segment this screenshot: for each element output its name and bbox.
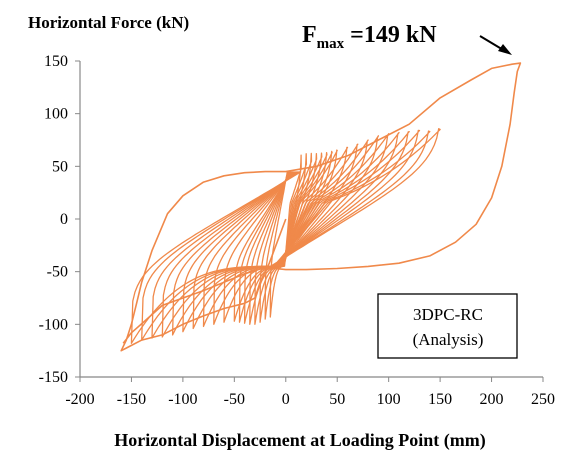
x-tick-label: -50 (224, 391, 245, 408)
x-tick-label: 100 (377, 391, 401, 408)
legend-line-2: (Analysis) (413, 330, 484, 349)
x-tick-label: -200 (65, 391, 94, 408)
fmax-arrow-head (498, 44, 512, 55)
legend-box: 3DPC-RC (Analysis) (377, 293, 518, 359)
svg-text:Fmax =149 kN: Fmax =149 kN (302, 22, 437, 52)
hysteresis-loop (130, 128, 441, 344)
y-tick-label: 0 (60, 211, 68, 228)
x-tick-label: 150 (428, 391, 452, 408)
legend-line-1: 3DPC-RC (413, 305, 483, 324)
x-tick-label: 250 (531, 391, 555, 408)
y-tick-label: 50 (52, 158, 68, 175)
y-tick-label: 100 (44, 106, 68, 123)
x-tick-label: 200 (480, 391, 504, 408)
y-tick-label: 150 (44, 53, 68, 70)
outer-hysteresis-loop (120, 62, 522, 352)
y-axis-title: Horizontal Force (kN) (28, 13, 189, 32)
x-tick-label: 0 (282, 391, 290, 408)
x-tick-label: 50 (329, 391, 345, 408)
x-axis-title: Horizontal Displacement at Loading Point… (114, 430, 485, 451)
axes-layer: -200 -150 -100 -50 0 50 100 150 200 250 -150 -100 -5… (39, 53, 555, 408)
y-tick-label: -50 (47, 264, 68, 281)
fmax-value: =149 kN (344, 22, 437, 48)
y-tick-label: -150 (39, 369, 68, 386)
fmax-subscript: max (317, 36, 345, 52)
legend-frame (377, 293, 518, 359)
text-layer: Horizontal Force (kN) Horizontal Displac… (28, 13, 518, 451)
x-tick-label: -150 (117, 391, 146, 408)
curves-layer (120, 62, 522, 352)
y-tick-label: -100 (39, 316, 68, 333)
fmax-annotation: Fmax =149 kN (302, 22, 512, 55)
x-tick-label: -100 (168, 391, 197, 408)
fmax-symbol: F (302, 22, 317, 48)
